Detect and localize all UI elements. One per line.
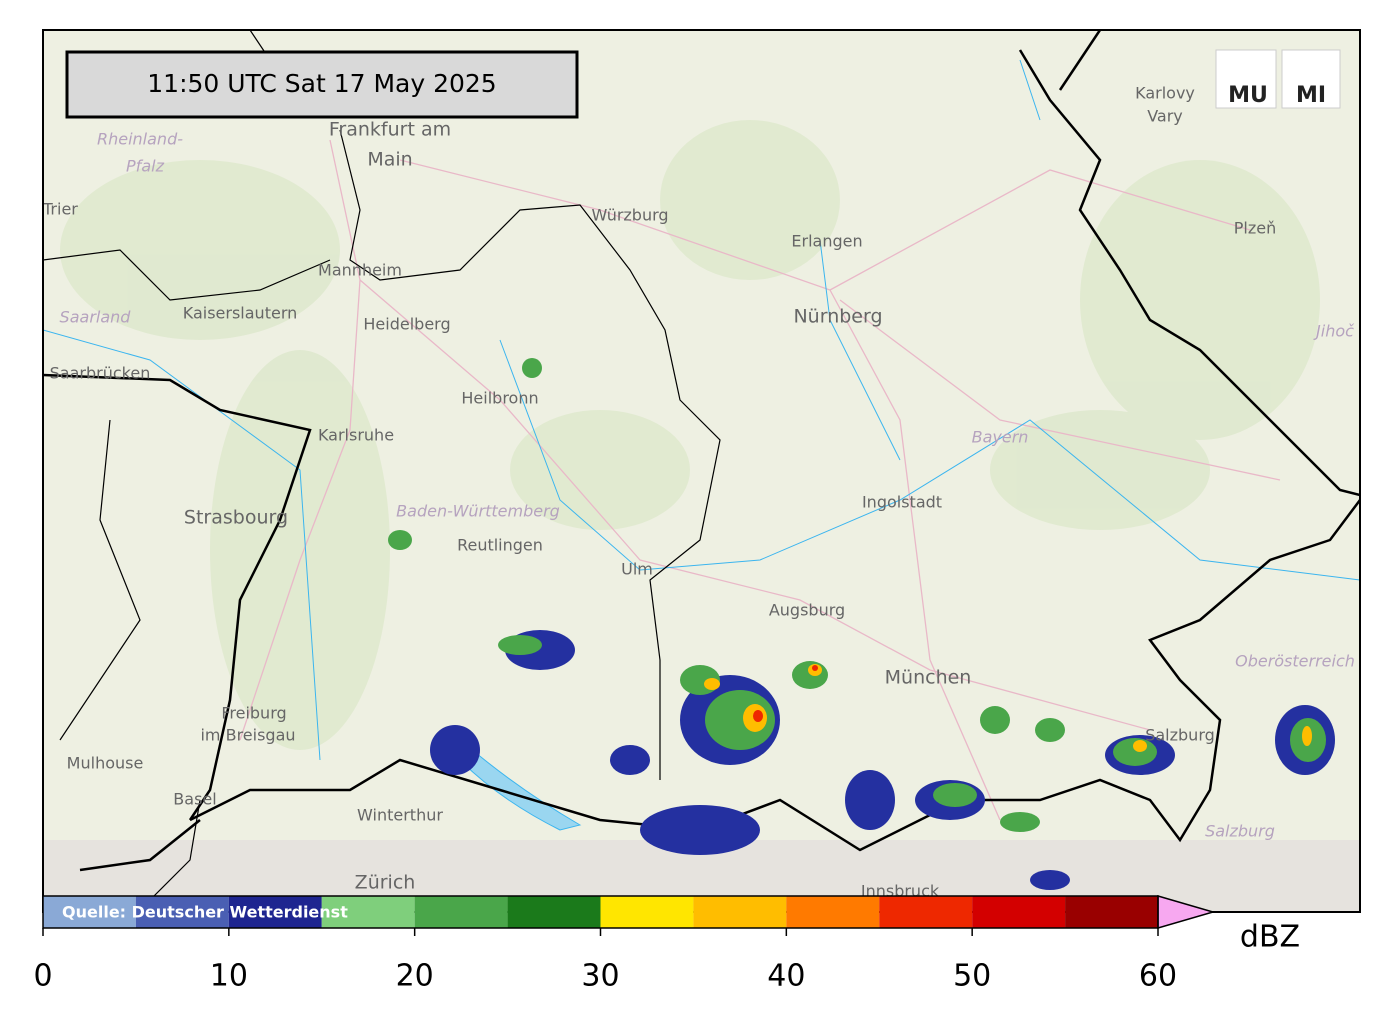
place-label: Ingolstadt [862, 493, 942, 512]
colorbar-tick-label: 50 [953, 959, 991, 994]
place-label: Strasbourg [184, 507, 288, 529]
logo-text: MI [1296, 83, 1326, 108]
place-label: Karlovy [1135, 84, 1195, 103]
place-label: Salzburg [1145, 726, 1215, 745]
colorbar-bin [786, 896, 880, 928]
timestamp: 11:50 UTC Sat 17 May 2025 [147, 69, 496, 98]
place-label: Plzeň [1234, 219, 1276, 238]
lake [459, 747, 582, 831]
logo-text: MU [1228, 83, 1268, 108]
colorbar-tick-label: 0 [33, 959, 52, 994]
place-label: Nürnberg [793, 306, 882, 328]
place-label: Frankfurt am [329, 119, 451, 141]
colorbar-bin [972, 896, 1066, 928]
place-label: im Breisgau [200, 726, 295, 745]
region-label: Jihoč [1313, 322, 1355, 341]
place-label: Mannheim [318, 261, 402, 280]
forest [60, 120, 1320, 750]
colorbar-bin [43, 896, 136, 928]
place-label: Basel [173, 790, 216, 809]
colorbar-bin [600, 896, 694, 928]
country-borders [43, 30, 1360, 872]
place-label: Würzburg [591, 206, 668, 225]
logo [1281, 49, 1341, 109]
logo [1215, 49, 1277, 109]
region-label: Rheinland- [97, 130, 183, 149]
colorbar-bin [1065, 896, 1158, 928]
colorbar-tick-label: 20 [396, 959, 434, 994]
colorbar-bin [414, 896, 508, 928]
place-label: Main [367, 149, 412, 171]
place-labels: Frankfurt am Main Rheinland- Pfalz Trier… [42, 84, 1355, 901]
rivers [43, 59, 1360, 761]
colorbar-tick-label: 30 [581, 959, 619, 994]
region-label: Baden-Württemberg [396, 502, 560, 521]
place-label: Vary [1147, 107, 1183, 126]
colorbar-bin [879, 896, 973, 928]
place-label: Augsburg [769, 601, 845, 620]
colorbar-tick-label: 40 [767, 959, 805, 994]
colorbar-tick-label: 10 [210, 959, 248, 994]
place-label: Trier [42, 200, 78, 219]
place-label: Erlangen [791, 232, 862, 251]
place-label: Reutlingen [457, 536, 543, 555]
place-label: Mulhouse [67, 754, 144, 773]
radar-echoes [388, 358, 1335, 890]
place-label: Winterthur [357, 806, 443, 825]
region-label: Oberösterreich [1235, 652, 1355, 671]
place-label: Ulm [621, 560, 653, 579]
region-label: Salzburg [1205, 822, 1275, 841]
place-label: Heilbronn [461, 389, 538, 408]
colorbar-bin [135, 896, 229, 928]
place-label: Karlsruhe [318, 426, 394, 445]
place-label: Heidelberg [363, 315, 450, 334]
map: Frankfurt am Main Rheinland- Pfalz Trier… [42, 30, 1360, 912]
region-label: Bayern [972, 428, 1029, 447]
roads [239, 139, 1281, 821]
place-label: Freiburg [221, 704, 286, 723]
colorbar-bin [321, 896, 415, 928]
colorbar-unit: dBZ [1240, 920, 1300, 955]
colorbar-tick-label: 60 [1139, 959, 1177, 994]
colorbar-bin [507, 896, 601, 928]
source-label: Quelle: Deutscher Wetterdienst [62, 903, 348, 922]
colorbar-bin [228, 896, 322, 928]
colorbar: Quelle: Deutscher Wetterdienst 0 10 20 30 40 5… [33, 895, 1300, 994]
colorbar-bin [693, 896, 787, 928]
region-label: Pfalz [126, 157, 165, 176]
timestamp-box [65, 50, 579, 119]
place-label: Saarbrücken [50, 364, 151, 383]
place-label: Kaiserslautern [183, 304, 298, 323]
place-label: Zürich [355, 872, 416, 894]
region-label: Saarland [60, 308, 132, 327]
place-label: München [885, 667, 972, 689]
logos: MU MI [1215, 49, 1341, 109]
